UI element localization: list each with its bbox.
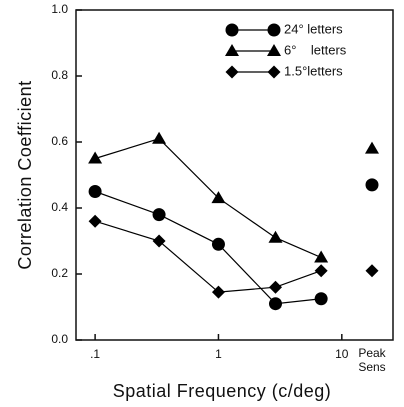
x-axis-label: Spatial Frequency (c/deg)	[113, 381, 332, 401]
marker	[365, 141, 379, 154]
marker	[268, 297, 282, 311]
marker	[314, 264, 328, 278]
marker	[365, 178, 379, 192]
y-tick-label: 0.0	[51, 332, 68, 346]
marker	[88, 214, 102, 228]
marker	[152, 234, 166, 248]
marker	[365, 264, 379, 278]
marker	[152, 131, 167, 144]
marker	[88, 151, 103, 164]
y-tick-label: 0.8	[51, 68, 68, 82]
marker	[268, 230, 283, 243]
legend-label: 6° letters	[284, 42, 347, 57]
marker	[152, 208, 166, 222]
marker	[314, 292, 328, 306]
marker	[268, 280, 282, 294]
series-line	[94, 190, 322, 305]
x-tick-label: 1	[215, 347, 222, 361]
x-tick-label: 10	[335, 347, 349, 361]
legend-marker	[267, 23, 281, 37]
legend-label: 1.5°letters	[284, 63, 343, 78]
y-tick-label: 0.6	[51, 134, 68, 148]
legend-marker	[267, 65, 281, 79]
legend-marker	[225, 65, 239, 79]
peak-label: Sens	[358, 360, 385, 374]
marker	[314, 250, 329, 263]
y-tick-label: 0.4	[51, 200, 68, 214]
peak-label: Peak	[358, 346, 386, 360]
series-line	[94, 220, 322, 293]
y-axis-label: Correlation Coefficient	[15, 80, 35, 269]
marker	[211, 285, 225, 299]
marker	[211, 237, 225, 251]
legend-marker	[225, 23, 239, 37]
marker	[211, 191, 226, 204]
x-tick-label: .1	[90, 347, 100, 361]
legend-marker	[225, 44, 239, 56]
plot-frame	[75, 9, 394, 341]
legend-marker	[267, 44, 281, 56]
y-tick-label: 0.2	[51, 266, 68, 280]
legend-label: 24° letters	[284, 21, 343, 36]
y-tick-label: 1.0	[51, 2, 68, 16]
marker	[88, 185, 102, 198]
